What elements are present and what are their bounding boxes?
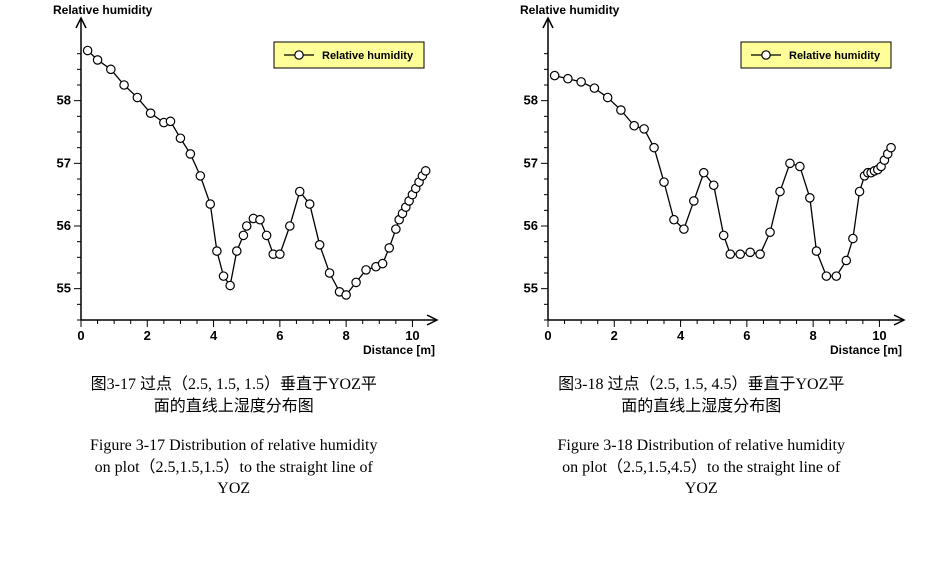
svg-text:55: 55 xyxy=(56,281,70,296)
svg-text:Relative humidity: Relative humidity xyxy=(789,50,881,62)
chart-3-17: 0 2 4 6 8 10 55 56 57 58 Relative humidity Distance… xyxy=(19,0,449,370)
svg-text:4: 4 xyxy=(677,328,685,343)
svg-text:Relative humidity: Relative humidity xyxy=(53,3,153,17)
figure-pair: 0 2 4 6 8 10 55 56 57 58 Relative humidity Distance… xyxy=(0,0,935,567)
svg-text:56: 56 xyxy=(524,218,538,233)
caption-text: on plot（2.5,1.5,4.5）to the straight line… xyxy=(562,459,840,476)
svg-text:55: 55 xyxy=(524,281,538,296)
svg-text:57: 57 xyxy=(56,155,70,170)
caption-text: 图3-18 过点（2.5, 1.5, 4.5）垂直于YOZ平 xyxy=(558,376,844,393)
svg-text:0: 0 xyxy=(77,328,84,343)
svg-text:8: 8 xyxy=(342,328,349,343)
caption-text: Figure 3-18 Distribution of relative hum… xyxy=(557,437,845,454)
svg-text:4: 4 xyxy=(210,328,218,343)
caption-zh-3-17: 图3-17 过点（2.5, 1.5, 1.5）垂直于YOZ平 面的直线上湿度分布… xyxy=(24,374,444,417)
caption-text: on plot（2.5,1.5,1.5）to the straight line… xyxy=(95,459,373,476)
caption-text: YOZ xyxy=(217,480,250,497)
svg-text:10: 10 xyxy=(405,328,419,343)
svg-text:8: 8 xyxy=(810,328,817,343)
svg-text:58: 58 xyxy=(524,93,538,108)
left-panel: 0 2 4 6 8 10 55 56 57 58 Relative humidity Distance… xyxy=(0,0,468,567)
svg-text:0: 0 xyxy=(545,328,552,343)
caption-text: 图3-17 过点（2.5, 1.5, 1.5）垂直于YOZ平 xyxy=(91,376,377,393)
svg-text:Distance [m]: Distance [m] xyxy=(363,343,435,357)
svg-text:Relative humidity: Relative humidity xyxy=(520,3,620,17)
svg-text:Relative humidity: Relative humidity xyxy=(322,50,414,62)
svg-text:10: 10 xyxy=(872,328,886,343)
chart-3-18-wrap: 0 2 4 6 8 10 55 56 57 58 Relative humidity Distance… xyxy=(486,0,916,370)
caption-text: 面的直线上湿度分布图 xyxy=(154,398,314,415)
chart-3-17-wrap: 0 2 4 6 8 10 55 56 57 58 Relative humidity Distance… xyxy=(19,0,449,370)
caption-text: Figure 3-17 Distribution of relative hum… xyxy=(90,437,378,454)
caption-en-3-17: Figure 3-17 Distribution of relative hum… xyxy=(24,435,444,500)
svg-text:6: 6 xyxy=(276,328,283,343)
right-panel: 0 2 4 6 8 10 55 56 57 58 Relative humidity Distance… xyxy=(468,0,935,567)
svg-text:Distance [m]: Distance [m] xyxy=(830,343,902,357)
svg-text:2: 2 xyxy=(611,328,618,343)
svg-text:56: 56 xyxy=(56,218,70,233)
caption-en-3-18: Figure 3-18 Distribution of relative hum… xyxy=(491,435,911,500)
caption-zh-3-18: 图3-18 过点（2.5, 1.5, 4.5）垂直于YOZ平 面的直线上湿度分布… xyxy=(491,374,911,417)
svg-text:58: 58 xyxy=(56,93,70,108)
caption-text: YOZ xyxy=(685,480,718,497)
svg-text:6: 6 xyxy=(743,328,750,343)
svg-text:2: 2 xyxy=(143,328,150,343)
caption-text: 面的直线上湿度分布图 xyxy=(621,398,781,415)
svg-text:57: 57 xyxy=(524,155,538,170)
chart-3-18: 0 2 4 6 8 10 55 56 57 58 Relative humidity Distance… xyxy=(486,0,916,370)
